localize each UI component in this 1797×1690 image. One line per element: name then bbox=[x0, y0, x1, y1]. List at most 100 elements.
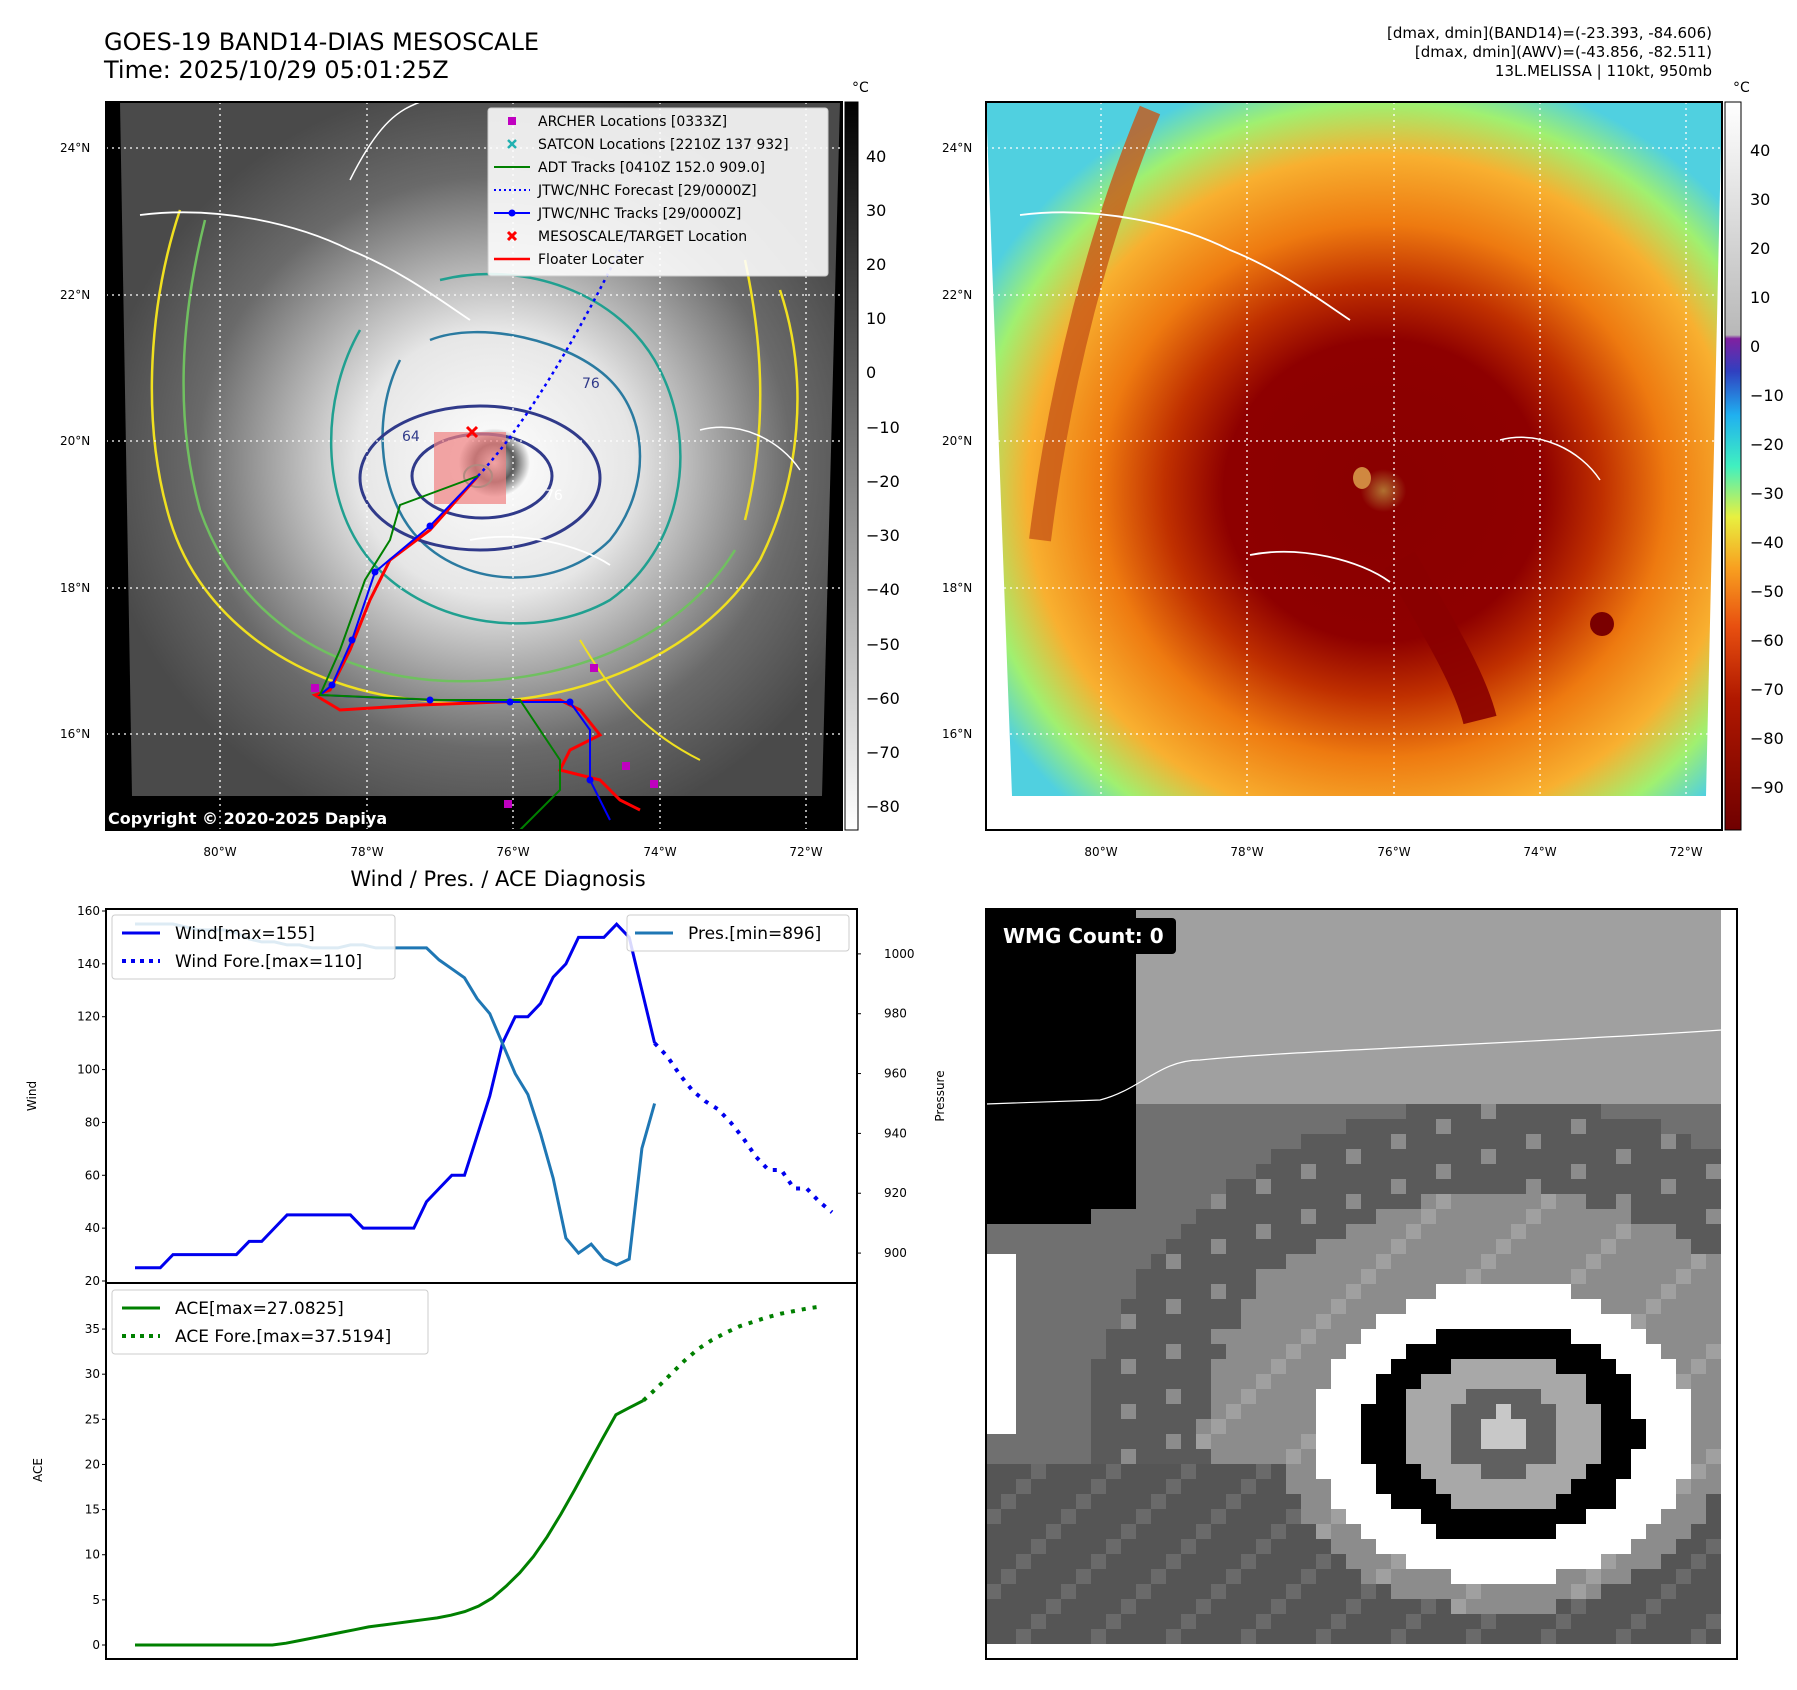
wmg-pixel bbox=[1136, 1494, 1151, 1509]
wmg-pixel bbox=[1091, 1179, 1106, 1194]
wmg-pixel bbox=[1646, 1254, 1661, 1269]
wmg-pixel bbox=[1121, 1149, 1136, 1164]
wmg-pixel bbox=[1496, 1569, 1511, 1584]
wmg-pixel bbox=[1526, 1599, 1541, 1614]
wmg-pixel bbox=[1226, 1554, 1241, 1569]
wmg-pixel bbox=[1241, 1344, 1256, 1359]
wmg-pixel bbox=[1376, 1494, 1391, 1509]
wmg-pixel bbox=[1061, 1614, 1076, 1629]
wmg-pixel bbox=[1061, 1509, 1076, 1524]
wmg-pixel bbox=[1106, 1044, 1121, 1059]
wmg-pixel bbox=[1691, 1074, 1706, 1089]
wmg-pixel bbox=[1466, 1044, 1481, 1059]
wmg-pixel bbox=[1496, 1494, 1511, 1509]
wmg-pixel bbox=[1136, 1164, 1151, 1179]
wmg-pixel bbox=[1331, 1419, 1346, 1434]
wmg-pixel bbox=[1136, 984, 1151, 999]
wmg-pixel bbox=[1196, 939, 1211, 954]
wmg-pixel bbox=[1346, 1359, 1361, 1374]
wmg-pixel bbox=[1091, 954, 1106, 969]
wmg-pixel bbox=[1331, 1599, 1346, 1614]
wmg-pixel bbox=[1526, 1554, 1541, 1569]
wmg-pixel bbox=[1646, 1419, 1661, 1434]
ir-lat-labels: 24°N 22°N 20°N 18°N 16°N bbox=[60, 141, 90, 741]
wmg-pixel bbox=[1466, 1629, 1481, 1644]
svg-text:24°N: 24°N bbox=[942, 141, 972, 155]
wmg-pixel bbox=[1676, 1404, 1691, 1419]
wmg-pixel bbox=[1556, 909, 1571, 924]
wmg-pixel bbox=[1271, 1539, 1286, 1554]
wmg-pixel bbox=[1586, 1344, 1601, 1359]
wmg-pixel bbox=[1571, 1344, 1586, 1359]
wmg-pixel bbox=[1616, 1299, 1631, 1314]
wmg-pixel bbox=[1571, 1059, 1586, 1074]
wmg-pixel bbox=[1571, 1074, 1586, 1089]
wmg-pixel bbox=[1481, 1449, 1496, 1464]
wmg-pixel bbox=[1016, 1044, 1031, 1059]
wmg-pixel bbox=[1586, 1404, 1601, 1419]
wmg-pixel bbox=[1556, 1344, 1571, 1359]
wmg-pixel bbox=[1046, 1209, 1061, 1224]
wmg-pixel bbox=[1421, 1104, 1436, 1119]
wmg-pixel bbox=[1691, 1194, 1706, 1209]
wmg-pixel bbox=[1211, 1029, 1226, 1044]
wmg-pixel bbox=[1091, 1314, 1106, 1329]
wmg-pixel bbox=[1466, 1554, 1481, 1569]
wmg-pixel bbox=[1391, 1179, 1406, 1194]
wmg-pixel bbox=[986, 1254, 1001, 1269]
wmg-pixel bbox=[1706, 1089, 1721, 1104]
wind-tick-label: 140 bbox=[77, 957, 100, 971]
wmg-pixel bbox=[1166, 1434, 1181, 1449]
contour-label-1: 64 bbox=[402, 429, 420, 445]
wmg-pixel bbox=[1706, 1374, 1721, 1389]
wmg-pixel bbox=[1436, 1479, 1451, 1494]
svg-text:−20: −20 bbox=[866, 472, 900, 491]
wmg-pixel bbox=[1001, 1329, 1016, 1344]
wmg-pixel bbox=[1586, 1494, 1601, 1509]
wmg-pixel bbox=[1571, 1029, 1586, 1044]
wmg-pixel bbox=[1526, 1149, 1541, 1164]
wmg-pixel bbox=[1331, 1014, 1346, 1029]
wmg-pixel bbox=[1556, 1509, 1571, 1524]
wmg-pixel bbox=[1031, 1014, 1046, 1029]
wmg-pixel bbox=[1136, 1479, 1151, 1494]
wmg-pixel bbox=[1136, 1149, 1151, 1164]
wmg-pixel bbox=[1391, 1254, 1406, 1269]
wmg-pixel bbox=[1211, 1449, 1226, 1464]
wmg-pixel bbox=[1391, 1089, 1406, 1104]
wmg-pixel bbox=[1091, 1329, 1106, 1344]
wmg-pixel bbox=[1166, 1449, 1181, 1464]
wmg-pixel bbox=[1631, 1629, 1646, 1644]
wmg-pixel bbox=[1661, 1314, 1676, 1329]
wmg-pixel bbox=[1016, 1389, 1031, 1404]
wmg-pixel bbox=[1271, 1389, 1286, 1404]
wmg-pixel bbox=[1046, 1524, 1061, 1539]
wmg-pixel bbox=[1631, 1059, 1646, 1074]
wmg-pixel bbox=[1496, 1029, 1511, 1044]
wmg-pixel bbox=[1511, 1494, 1526, 1509]
wmg-pixel bbox=[1391, 1104, 1406, 1119]
wmg-pixel bbox=[1691, 1344, 1706, 1359]
wmg-pixel bbox=[1391, 1044, 1406, 1059]
wmg-pixel bbox=[1631, 1524, 1646, 1539]
ace-axis-label: ACE bbox=[31, 1458, 45, 1482]
wv-lat-labels: 24°N 22°N 20°N 18°N 16°N bbox=[942, 141, 972, 741]
wmg-pixel bbox=[1196, 999, 1211, 1014]
wmg-pixel bbox=[1211, 1239, 1226, 1254]
wmg-pixel bbox=[1076, 1074, 1091, 1089]
wmg-pixel bbox=[1031, 1329, 1046, 1344]
wmg-pixel bbox=[1331, 1569, 1346, 1584]
wmg-pixel bbox=[1181, 1149, 1196, 1164]
wmg-pixel bbox=[1526, 1374, 1541, 1389]
wmg-pixel bbox=[1241, 1524, 1256, 1539]
wmg-pixel bbox=[1241, 1494, 1256, 1509]
wmg-pixel bbox=[1271, 909, 1286, 924]
wmg-pixel bbox=[1511, 1539, 1526, 1554]
wmg-pixel bbox=[1046, 1239, 1061, 1254]
wmg-pixel bbox=[1181, 1494, 1196, 1509]
wmg-pixel bbox=[1151, 1284, 1166, 1299]
wmg-pixel bbox=[1196, 1014, 1211, 1029]
wmg-pixel bbox=[1451, 1464, 1466, 1479]
